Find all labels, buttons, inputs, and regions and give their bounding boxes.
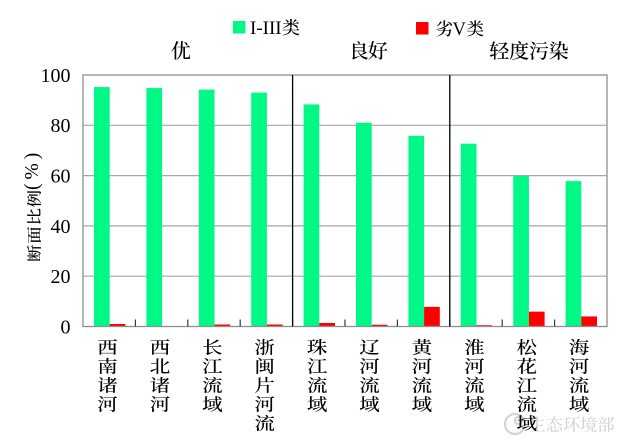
svg-text:100: 100 [41,65,71,87]
svg-text:20: 20 [51,266,71,288]
svg-text:(%): (%) [22,149,43,190]
svg-text:80: 80 [51,115,71,137]
svg-text:60: 60 [51,166,71,188]
svg-text:40: 40 [51,216,71,238]
svg-text:V: V [453,20,467,40]
svg-text:0: 0 [61,316,71,338]
svg-text:I-III: I-III [250,18,282,39]
